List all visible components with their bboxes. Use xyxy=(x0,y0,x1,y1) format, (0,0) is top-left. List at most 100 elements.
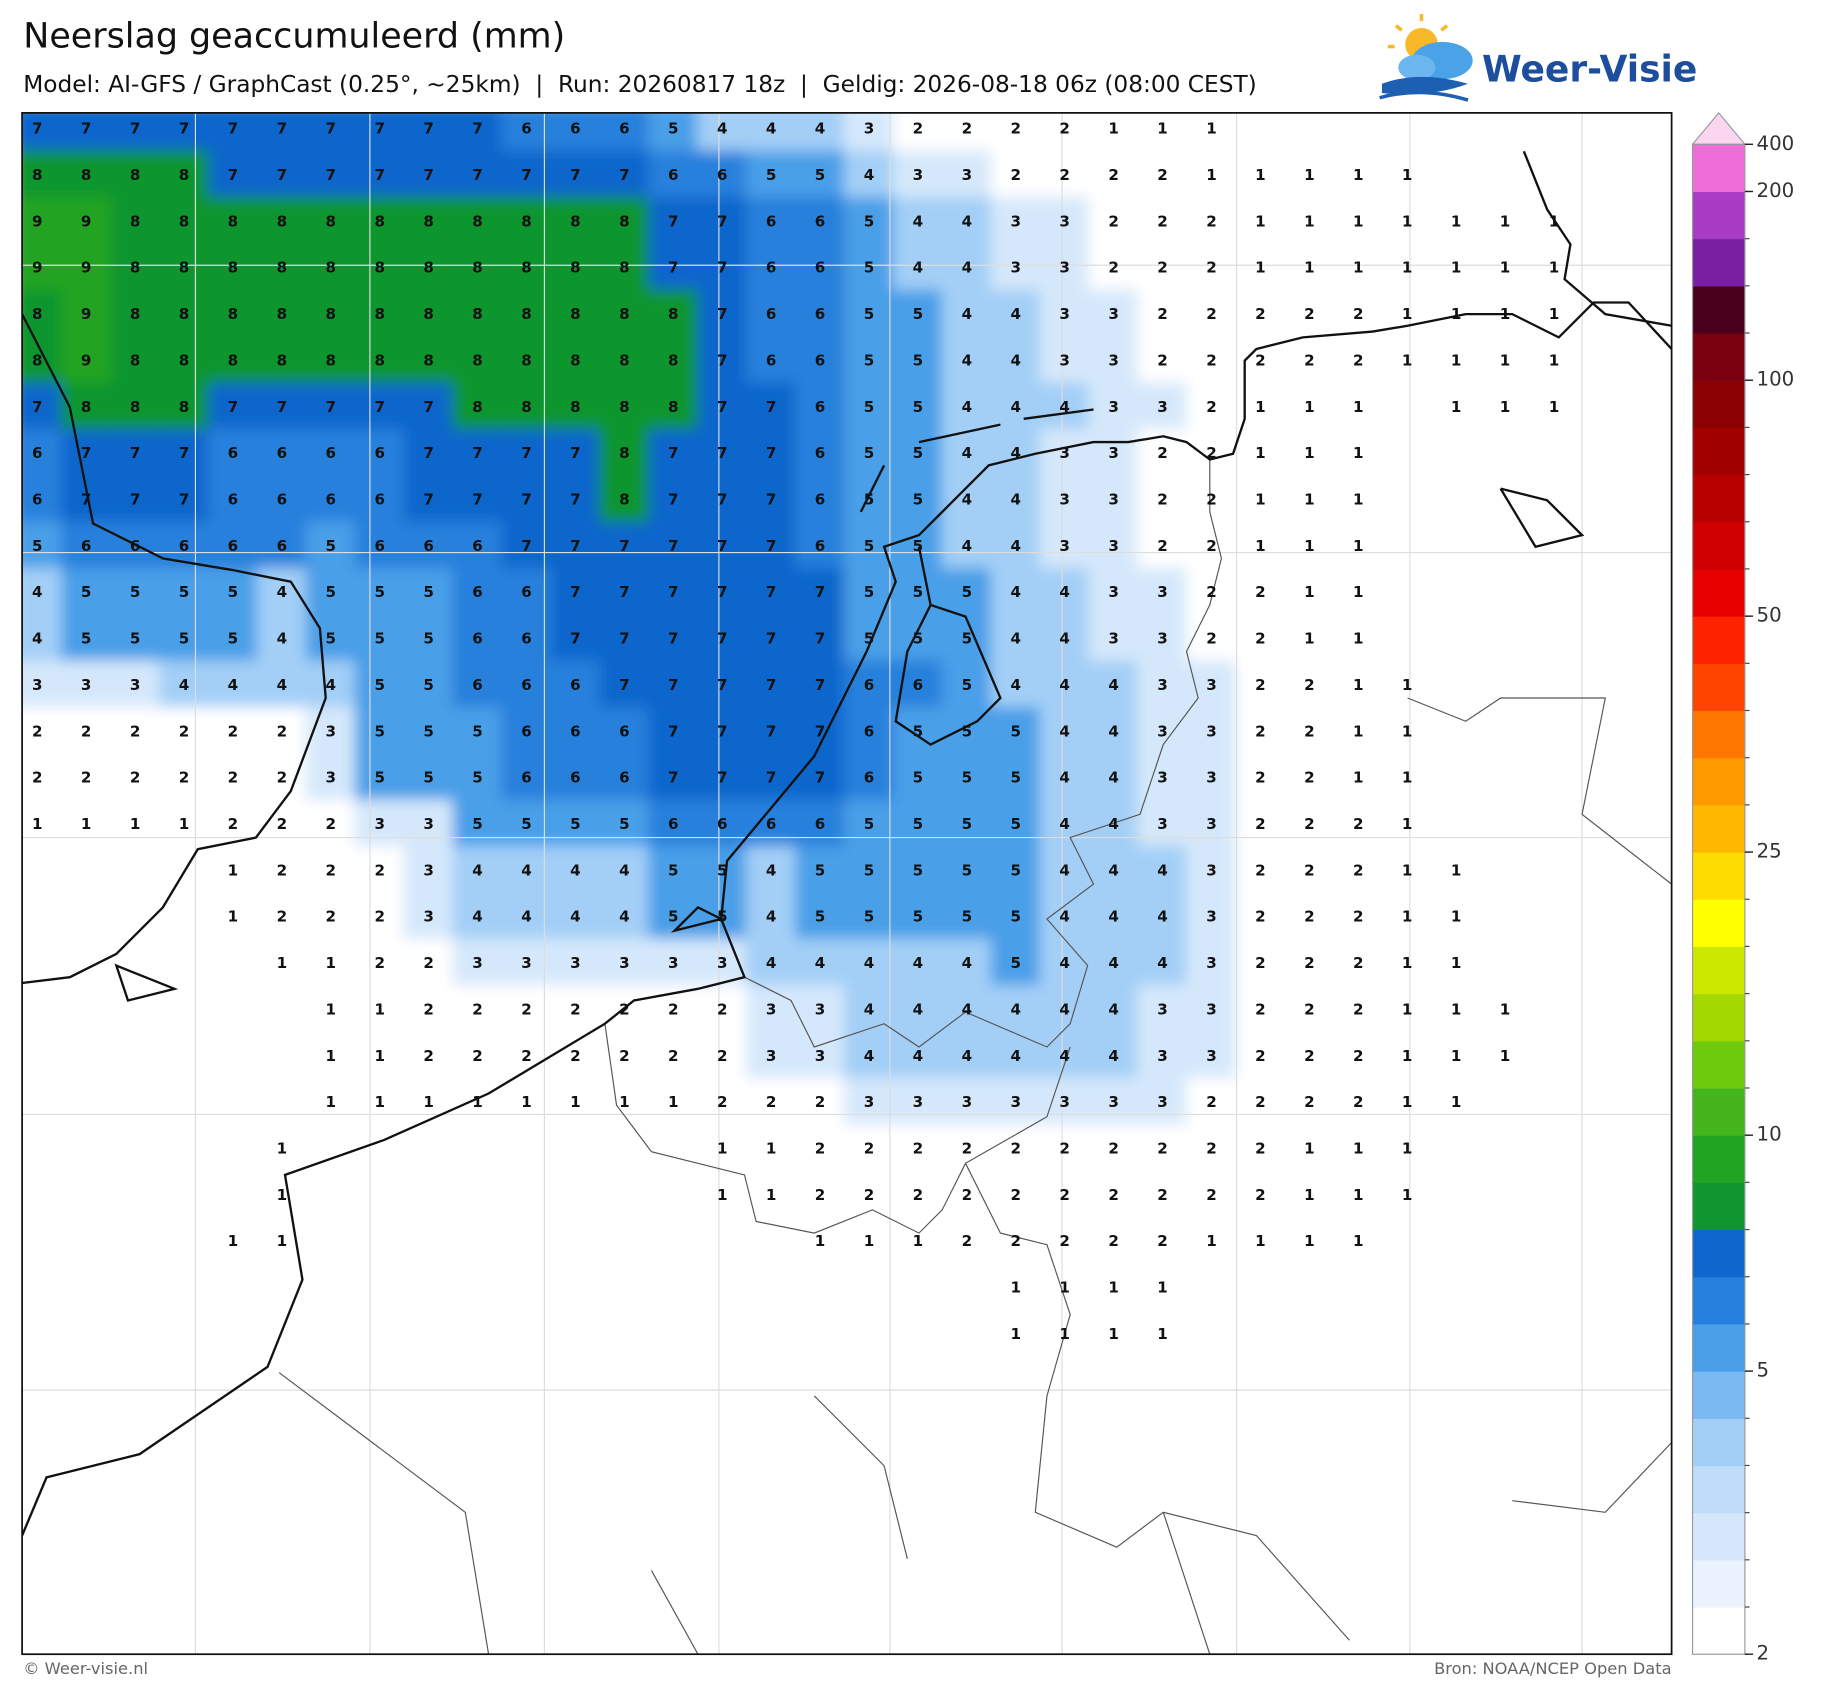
grid-value: 6 xyxy=(277,444,288,462)
grid-value: 7 xyxy=(717,398,728,416)
grid-value: 3 xyxy=(1157,398,1168,416)
grid-value: 4 xyxy=(962,351,973,369)
precip-cell xyxy=(1186,521,1237,569)
grid-value: 1 xyxy=(864,1232,875,1250)
precip-cell xyxy=(941,1124,992,1172)
precip-cell xyxy=(795,753,846,801)
grid-value: 4 xyxy=(962,491,973,509)
precip-cell xyxy=(648,1031,699,1079)
grid-value: 1 xyxy=(1011,1325,1022,1343)
grid-value: 5 xyxy=(374,676,385,694)
grid-value: 1 xyxy=(1304,583,1315,601)
precip-cell xyxy=(256,892,307,940)
grid-value: 1 xyxy=(179,815,190,833)
colorbar-band xyxy=(1692,333,1745,381)
grid-value: 1 xyxy=(1353,537,1364,555)
precip-cell xyxy=(843,336,895,384)
precip-cell xyxy=(746,336,797,384)
precip-cell xyxy=(158,382,210,430)
grid-value: 7 xyxy=(668,259,679,277)
grid-value: 5 xyxy=(815,908,826,926)
grid-value: 2 xyxy=(81,769,92,787)
precip-cell xyxy=(746,567,797,616)
colorbar-extend xyxy=(1691,111,1747,145)
precip-cell xyxy=(843,614,895,662)
precip-cell xyxy=(1137,1031,1188,1079)
precip-cell xyxy=(599,475,650,523)
precip-cell xyxy=(354,336,405,384)
precip-cell xyxy=(697,428,748,477)
grid-value: 5 xyxy=(1011,815,1022,833)
grid-value: 2 xyxy=(1108,1186,1119,1204)
grid-value: 2 xyxy=(1157,444,1168,462)
grid-value: 7 xyxy=(472,491,483,509)
grid-value: 3 xyxy=(1206,954,1217,972)
grid-value: 2 xyxy=(521,1047,532,1065)
precip-cell xyxy=(1284,938,1335,987)
precip-cell xyxy=(941,289,992,338)
precip-cell xyxy=(941,382,992,430)
precip-cell xyxy=(990,892,1041,940)
precip-cell xyxy=(22,521,63,569)
precip-cell xyxy=(305,845,356,894)
grid-value: 2 xyxy=(472,1047,483,1065)
grid-value: 1 xyxy=(326,1000,337,1018)
grid-value: 4 xyxy=(1059,630,1070,648)
grid-value: 2 xyxy=(326,815,337,833)
grid-value: 8 xyxy=(130,259,141,277)
precip-cell xyxy=(599,150,650,199)
precip-cell xyxy=(61,289,112,338)
grid-value: 8 xyxy=(228,305,239,323)
precip-cell xyxy=(1039,938,1090,987)
colorbar-band xyxy=(1692,1276,1745,1325)
grid-value: 2 xyxy=(1206,537,1217,555)
colorbar-band xyxy=(1692,1418,1745,1467)
precip-cell xyxy=(648,938,699,987)
grid-value: 4 xyxy=(1108,815,1119,833)
grid-value: 6 xyxy=(570,769,581,787)
grid-value: 1 xyxy=(521,1093,532,1111)
precip-cell xyxy=(1088,289,1139,338)
precip-cell xyxy=(1088,1170,1139,1218)
precip-cell xyxy=(599,845,650,894)
precip-cell xyxy=(1088,475,1139,523)
grid-value: 1 xyxy=(277,1186,288,1204)
grid-value: 2 xyxy=(1011,120,1022,138)
grid-value: 1 xyxy=(1255,398,1266,416)
precip-cell xyxy=(1284,706,1335,755)
precip-cell xyxy=(354,475,405,523)
grid-value: 2 xyxy=(326,908,337,926)
precip-cell xyxy=(843,753,895,801)
grid-value: 4 xyxy=(962,305,973,323)
precip-cell xyxy=(892,196,943,245)
precip-cell xyxy=(843,799,895,848)
precip-cell xyxy=(648,150,699,199)
grid-value: 8 xyxy=(277,259,288,277)
grid-value: 2 xyxy=(1206,583,1217,601)
precip-cell xyxy=(1137,567,1188,616)
precip-cell xyxy=(354,382,405,430)
grid-value: 2 xyxy=(1157,537,1168,555)
grid-value: 4 xyxy=(1011,491,1022,509)
precip-cell xyxy=(1137,521,1188,569)
grid-value: 2 xyxy=(1157,1186,1168,1204)
precip-cell xyxy=(697,614,748,662)
precip-cell xyxy=(1235,614,1286,662)
grid-value: 3 xyxy=(1206,908,1217,926)
grid-value: 1 xyxy=(1059,1279,1070,1297)
precip-cell xyxy=(1137,660,1188,709)
colorbar-band xyxy=(1692,521,1745,570)
grid-value: 1 xyxy=(1402,676,1413,694)
precip-cell xyxy=(305,753,356,801)
precip-cell xyxy=(207,112,258,152)
precip-cell xyxy=(1137,892,1188,940)
grid-value: 1 xyxy=(1402,259,1413,277)
precip-cell xyxy=(501,336,552,384)
grid-value: 6 xyxy=(423,537,434,555)
precip-cell xyxy=(305,150,356,199)
precip-cell xyxy=(22,660,63,709)
precip-cell xyxy=(599,336,650,384)
grid-value: 7 xyxy=(619,630,630,648)
precip-cell xyxy=(403,243,454,291)
grid-value: 7 xyxy=(81,444,92,462)
